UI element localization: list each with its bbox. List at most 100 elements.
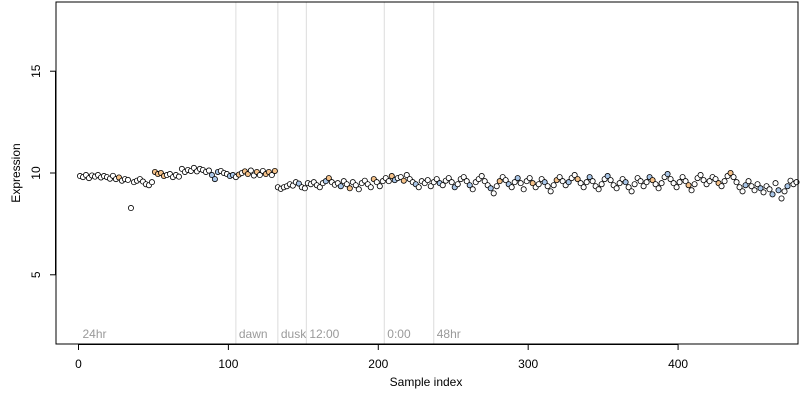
data-point (649, 177, 656, 184)
data-point (751, 187, 758, 194)
annotation-lines (235, 2, 435, 344)
data-point (631, 181, 638, 188)
data-point (769, 191, 776, 198)
y-tick-label: 15 (29, 64, 43, 78)
data-point (493, 183, 500, 190)
data-point (403, 172, 410, 179)
data-point (673, 184, 680, 191)
data-point (739, 188, 746, 195)
data-point (781, 188, 788, 195)
x-axis: 0 100 200 300 400 (75, 344, 688, 371)
data-point (580, 184, 587, 191)
data-point (679, 174, 686, 181)
data-point (697, 172, 704, 179)
data-point (712, 176, 719, 183)
data-point (469, 186, 476, 193)
data-point (628, 188, 635, 195)
data-point (271, 167, 278, 174)
data-point (574, 176, 581, 183)
data-point (700, 177, 707, 184)
data-point (721, 178, 728, 185)
data-point (175, 173, 182, 180)
data-point (604, 173, 611, 180)
data-point (148, 179, 155, 186)
data-point (754, 181, 761, 188)
data-point (757, 185, 764, 192)
data-point (643, 179, 650, 186)
data-point (205, 167, 212, 174)
data-point (316, 184, 323, 191)
data-point (352, 182, 359, 189)
annotation-label: 12:00 (309, 327, 339, 341)
data-point (445, 175, 452, 182)
annotation-labels: 24hr dawn dusk 12:00 0:00 48hr (82, 327, 460, 341)
x-tick-label: 0 (75, 357, 82, 371)
data-point (613, 185, 620, 192)
y-tick-label: 5 (29, 271, 43, 278)
data-point (550, 182, 557, 189)
data-point (256, 172, 263, 179)
data-point (784, 183, 791, 190)
data-point (736, 184, 743, 191)
data-point (481, 178, 488, 185)
data-point (727, 169, 734, 176)
data-point (637, 178, 644, 185)
y-axis-title: Expression (9, 143, 23, 202)
data-point (565, 179, 572, 186)
data-point (556, 174, 563, 181)
data-point (541, 179, 548, 186)
data-point (544, 183, 551, 190)
data-point (388, 173, 395, 180)
data-point (691, 181, 698, 188)
data-point (607, 177, 614, 184)
data-point (775, 187, 782, 194)
data-point (583, 179, 590, 186)
data-point (367, 184, 374, 191)
data-point (571, 172, 578, 179)
data-point (667, 176, 674, 183)
data-point (706, 178, 713, 185)
data-point (124, 176, 131, 183)
annotation-label: dawn (239, 327, 268, 341)
data-point (487, 185, 494, 192)
data-point (658, 180, 665, 187)
data-point (652, 181, 659, 188)
data-point (424, 177, 431, 184)
data-point (376, 183, 383, 190)
data-point (616, 180, 623, 187)
y-axis: 5 10 15 (29, 64, 56, 278)
data-point (343, 181, 350, 188)
data-point (622, 179, 629, 186)
data-point (577, 180, 584, 187)
data-point (625, 184, 632, 191)
data-point (748, 183, 755, 190)
data-point (268, 172, 275, 179)
data-point (346, 185, 353, 192)
data-point (454, 181, 461, 188)
data-point (355, 186, 362, 193)
data-point (730, 174, 737, 181)
x-tick-label: 200 (368, 357, 388, 371)
data-point (427, 183, 434, 190)
x-tick-label: 300 (518, 357, 538, 371)
data-point (670, 180, 677, 187)
data-point (373, 179, 380, 186)
data-point (337, 183, 344, 190)
annotation-label: 24hr (82, 327, 106, 341)
data-point (586, 174, 593, 181)
data-point (439, 182, 446, 189)
data-point (463, 178, 470, 185)
data-point (511, 179, 518, 186)
data-point (682, 178, 689, 185)
data-point (595, 186, 602, 193)
data-point (688, 187, 695, 194)
data-point (400, 177, 407, 184)
data-point (526, 175, 533, 182)
data-point (448, 179, 455, 186)
data-point (433, 176, 440, 183)
annotation-label: 48hr (437, 327, 461, 341)
y-tick-label: 10 (29, 166, 43, 180)
data-point (760, 189, 767, 196)
data-point (685, 182, 692, 189)
